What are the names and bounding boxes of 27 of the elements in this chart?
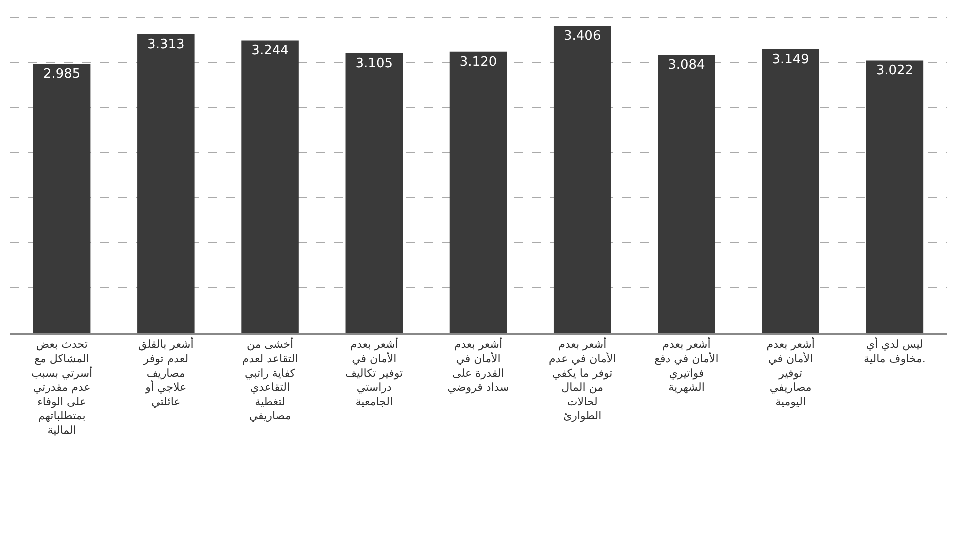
x-tick-label: أخشى من التقاعد لعدم كفاية راتبي التقاعدي لتغطية مصاريفي <box>242 337 298 423</box>
data-label: 3.105 <box>356 56 393 72</box>
bar <box>33 64 91 333</box>
bar <box>762 49 820 333</box>
data-label: 2.985 <box>43 67 81 82</box>
bar <box>138 34 195 333</box>
data-label: 3.149 <box>772 52 810 68</box>
data-label: 3.244 <box>252 44 289 59</box>
data-label: 3.022 <box>876 64 914 79</box>
data-label: 3.120 <box>460 54 498 70</box>
data-label: 3.313 <box>148 38 185 53</box>
bar <box>658 55 716 333</box>
bar <box>554 26 612 333</box>
x-tick-label: أشعر بالقلق لعدم توفر مصاريف علاجي أو عائلتي <box>138 337 194 408</box>
x-tick-label: أشعر بعدم الأمان في عدم توفر ما يكفي من المال لحالات الطوارئ <box>548 337 616 423</box>
bar <box>450 52 508 333</box>
bar <box>346 53 404 333</box>
data-label: 3.084 <box>668 58 706 74</box>
x-tick-label: أشعر بعدم الأمان في توفير تكاليف دراستي الجامعية <box>346 337 404 408</box>
x-tick-label: أشعر بعدم الأمان في دفع فواتيري الشهرية <box>654 337 719 394</box>
data-label: 3.406 <box>564 29 602 44</box>
bar <box>242 40 299 333</box>
bar <box>866 60 924 333</box>
x-tick-label: أشعر بعدم الأمان في توفير مصاريفي اليومية <box>766 337 815 408</box>
x-tick-label: ليس لدي أي مخاوف مالية. <box>864 337 926 366</box>
x-tick-label: تحدث بعض المشاكل مع أسرتي بسبب عدم مقدرتي على الوفاء بمتطلباتهم المالية <box>32 338 93 437</box>
x-tick-label: أشعر بعدم الأمان في القدرة على سداد قروضي <box>448 337 510 394</box>
